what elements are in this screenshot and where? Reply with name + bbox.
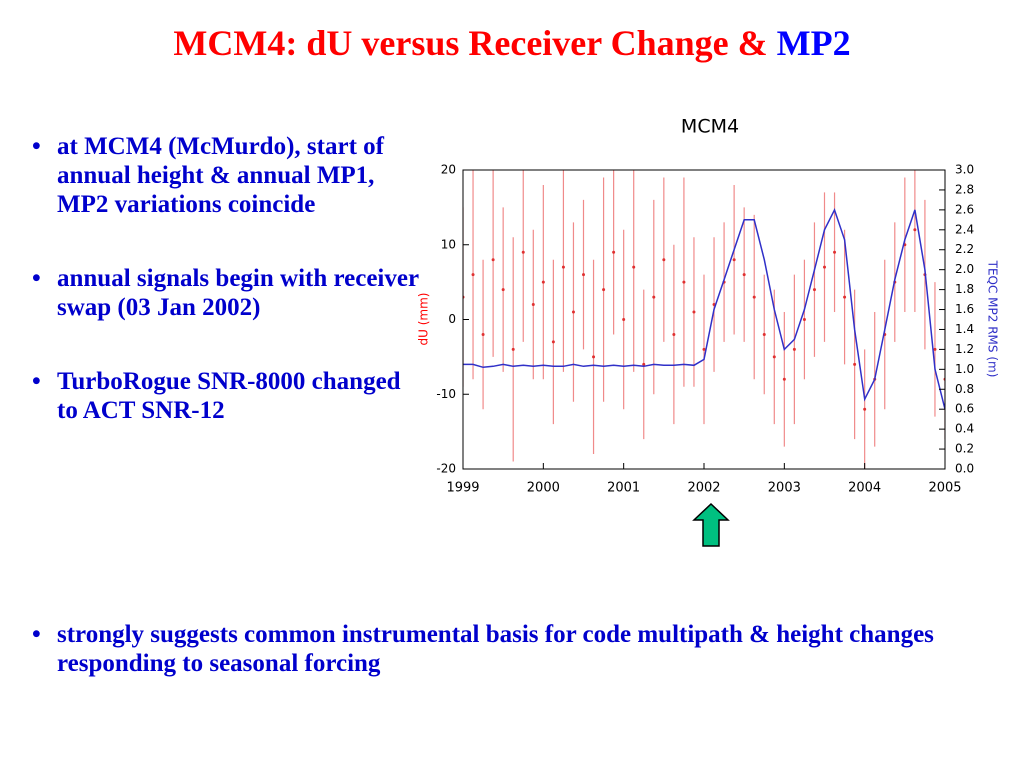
y2-tick-label: 2.0 <box>955 262 974 276</box>
data-point <box>732 258 736 262</box>
data-point <box>511 347 515 351</box>
y2-tick-label: 0.6 <box>955 402 974 416</box>
x-tick-label: 2004 <box>848 481 881 496</box>
y2-tick-label: 0.4 <box>955 422 974 436</box>
conclusion-list: strongly suggests common instrumental ba… <box>12 620 962 678</box>
bullet: TurboRogue SNR-8000 changed to ACT SNR-1… <box>12 367 422 425</box>
x-tick-label: 2001 <box>607 481 640 496</box>
data-point <box>863 407 867 411</box>
bullet: strongly suggests common instrumental ba… <box>12 620 962 678</box>
arrow <box>692 502 730 547</box>
y2-tick-label: 2.6 <box>955 202 974 216</box>
data-point <box>682 280 686 284</box>
data-point <box>802 318 806 321</box>
bullet-list: at MCM4 (McMurdo), start of annual heigh… <box>12 132 422 470</box>
x-tick-label: 2003 <box>768 481 801 496</box>
data-point <box>602 288 606 292</box>
data-point <box>471 273 475 277</box>
data-point <box>672 332 676 336</box>
data-point <box>561 265 565 269</box>
data-point <box>792 347 796 351</box>
data-point <box>823 265 826 269</box>
x-tick-label: 2002 <box>687 481 720 496</box>
chart: MCM4 dU (mm) TEQC MP2 RMS (m) 1999 2000 20… <box>417 116 1000 496</box>
y2-tick-label: 2.4 <box>955 222 974 236</box>
data-point <box>541 280 545 284</box>
data-point <box>501 288 505 292</box>
data-point <box>531 303 535 307</box>
data-point <box>752 295 756 299</box>
data-point <box>622 318 626 321</box>
data-point <box>772 355 776 359</box>
data-point <box>742 273 746 277</box>
bullet: annual signals begin with receiver swap … <box>12 264 422 322</box>
data-point <box>933 347 937 351</box>
data-point <box>612 250 616 254</box>
y2-tick-label: 0.0 <box>955 462 974 476</box>
x-tick-label: 2005 <box>928 481 961 496</box>
arrow-shape <box>692 502 730 547</box>
y2-tick-label: 0.8 <box>955 382 974 396</box>
data-point <box>853 362 857 366</box>
y2-tick-label: 1.0 <box>955 362 974 376</box>
data-point <box>632 265 636 269</box>
y-tick-label: -10 <box>436 387 456 401</box>
y-tick-label: 10 <box>441 237 456 251</box>
data-point <box>571 310 575 314</box>
y2-tick-label: 2.2 <box>955 242 974 256</box>
y2-tick-label: 1.8 <box>955 282 974 296</box>
data-point <box>642 362 646 366</box>
y-tick-label: -20 <box>436 462 456 476</box>
chart-title: MCM4 <box>681 116 739 138</box>
data-point <box>762 332 766 336</box>
data-point <box>702 347 706 351</box>
data-point <box>812 288 816 292</box>
plot-area <box>463 170 945 469</box>
y2-tick-label: 1.6 <box>955 302 974 316</box>
data-point <box>662 258 666 262</box>
y2-axis-label: TEQC MP2 RMS (m) <box>986 260 1000 378</box>
data-point <box>652 295 656 299</box>
data-point <box>913 228 917 232</box>
x-tick-label: 2000 <box>527 481 560 496</box>
x-tick-label: 1999 <box>446 481 479 496</box>
title-text: MCM4: dU versus Receiver Change & <box>173 23 768 63</box>
line-series <box>463 207 945 410</box>
data-point <box>491 258 495 262</box>
y-tick-label: 0 <box>448 312 456 326</box>
data-point <box>521 250 525 254</box>
data-point <box>692 310 696 314</box>
bullet: at MCM4 (McMurdo), start of annual heigh… <box>12 132 422 219</box>
slide-title: MCM4: dU versus Receiver Change & MP2 <box>0 22 1024 64</box>
y-tick-label: 20 <box>441 163 456 177</box>
y2-tick-label: 3.0 <box>955 163 974 177</box>
data-point <box>551 340 555 344</box>
y2-tick-label: 1.2 <box>955 342 974 356</box>
data-point <box>481 332 485 336</box>
y-axis-label: dU (mm) <box>417 293 431 346</box>
data-point <box>582 273 585 277</box>
data-point <box>843 295 847 299</box>
y2-tick-label: 1.4 <box>955 322 974 336</box>
y2-tick-label: 2.8 <box>955 182 974 196</box>
title-highlight: MP2 <box>776 23 851 63</box>
data-point <box>833 250 837 254</box>
y2-tick-label: 0.2 <box>955 442 974 456</box>
data-point <box>592 355 596 359</box>
data-point <box>782 377 786 381</box>
